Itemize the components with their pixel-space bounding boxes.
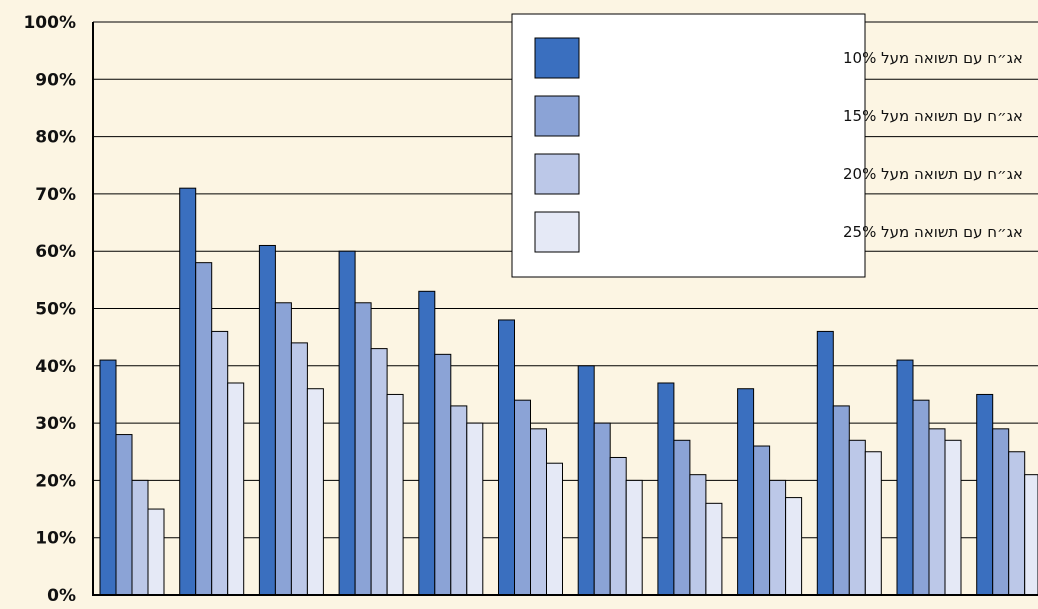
bars <box>99 187 1038 596</box>
y-tick-label: 80% <box>35 128 76 148</box>
bar <box>546 462 563 596</box>
bar <box>816 330 834 596</box>
bar <box>370 348 388 596</box>
bar <box>785 497 803 596</box>
bar <box>673 439 691 596</box>
bar <box>274 302 292 596</box>
y-tick-label: 50% <box>35 300 76 320</box>
legend-label: אג״ח עם תשואה מעל 15% <box>843 107 1023 125</box>
bar <box>1024 474 1038 596</box>
bar <box>99 359 117 596</box>
bar <box>306 388 324 596</box>
bar <box>147 508 165 596</box>
bar <box>609 456 627 596</box>
bar <box>832 405 850 596</box>
bar <box>689 474 707 596</box>
bar <box>195 262 213 596</box>
bar <box>864 451 882 596</box>
y-tick-label: 0% <box>47 586 76 606</box>
bar <box>514 399 531 596</box>
y-tick-label: 40% <box>35 357 76 377</box>
bar <box>418 290 436 596</box>
bar <box>530 428 547 596</box>
bar <box>115 434 133 596</box>
bar <box>338 250 356 596</box>
y-tick-label: 90% <box>35 70 76 90</box>
bar <box>179 187 197 596</box>
bar <box>657 382 675 596</box>
bar <box>737 388 755 596</box>
y-tick-labels: 0% 10% 20% 30% 40% 50% 60% 70% 80% 90% 100% <box>23 13 76 606</box>
y-tick-label: 70% <box>35 185 76 205</box>
bar <box>944 439 962 596</box>
bar <box>593 422 611 596</box>
bar <box>912 399 930 596</box>
bar <box>498 319 515 596</box>
bar <box>705 502 723 596</box>
legend-swatch <box>534 211 580 253</box>
bar <box>466 422 484 596</box>
legend-label: אג״ח עם תשואה מעל 25% <box>843 223 1023 241</box>
bar <box>1008 451 1026 596</box>
bar <box>211 330 229 596</box>
bar <box>227 382 245 596</box>
legend-swatch <box>534 153 580 195</box>
bar <box>354 302 372 596</box>
bar <box>896 359 914 596</box>
bar <box>928 428 946 596</box>
bar <box>625 479 643 596</box>
legend: אג״ח עם תשואה מעל 10% אג״ח עם תשואה מעל 1… <box>511 13 1023 278</box>
axes <box>92 22 1038 596</box>
y-tick-label: 20% <box>35 471 76 491</box>
legend-label: אג״ח עם תשואה מעל 10% <box>843 49 1023 67</box>
bar <box>769 479 787 596</box>
bar <box>258 244 276 596</box>
y-tick-label: 30% <box>35 414 76 434</box>
legend-swatch <box>534 95 580 137</box>
bar <box>753 445 771 596</box>
legend-swatch <box>534 37 580 79</box>
y-tick-label: 100% <box>23 13 76 33</box>
y-tick-label: 10% <box>35 529 76 549</box>
bar <box>131 479 149 596</box>
bar <box>976 393 994 596</box>
legend-label: אג״ח עם תשואה מעל 20% <box>843 165 1023 183</box>
bar <box>434 353 452 596</box>
bar <box>992 428 1010 596</box>
bar <box>450 405 468 596</box>
bar <box>577 365 595 596</box>
bar <box>290 342 308 596</box>
y-tick-label: 60% <box>35 242 76 262</box>
bar <box>848 439 866 596</box>
bar <box>386 393 404 596</box>
